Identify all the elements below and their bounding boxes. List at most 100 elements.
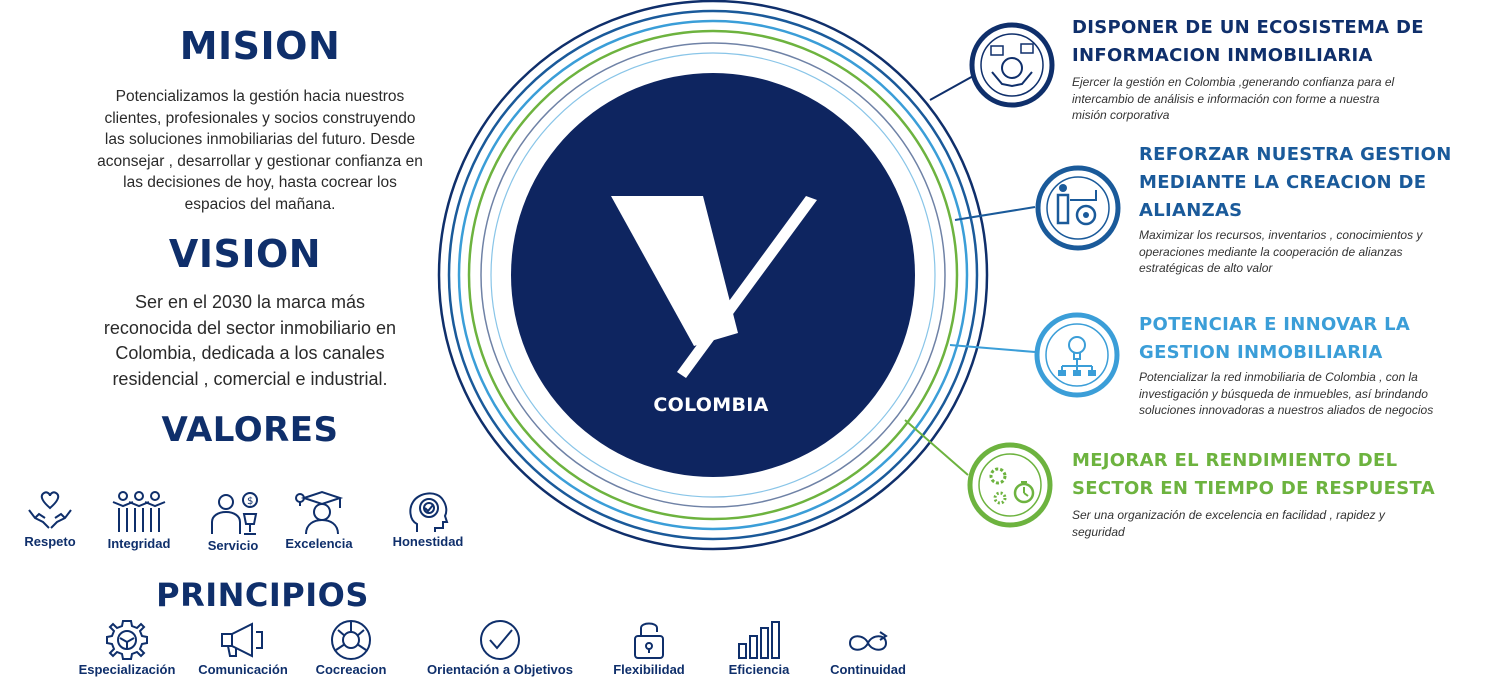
principios-title: PRINCIPIOS [156, 576, 369, 614]
mision-text: Potencializamos la gestión hacia nuestro… [70, 86, 450, 215]
principio-comunicacion: Comunicación [192, 618, 294, 677]
objective-desc-line: Ser una organización de excelencia en fa… [1072, 508, 1385, 522]
objective-desc-line: Ejercer la gestión en Colombia ,generand… [1072, 75, 1395, 89]
objective-title-line: POTENCIAR E INNOVAR LA [1139, 314, 1411, 335]
ring-navy [437, 0, 989, 551]
ring-inner-lightblue [490, 52, 936, 498]
valor-label: Integridad [107, 536, 171, 551]
objective-icon-4 [967, 442, 1053, 528]
logo-text: COLOMBIA [653, 394, 769, 416]
ring-inner-navy [480, 42, 946, 508]
objective-desc-line: Maximizar los recursos, inventarios , co… [1139, 228, 1423, 242]
valores-title: VALORES [161, 410, 339, 450]
mision-line: aconsejar , desarrollar y gestionar conf… [97, 152, 423, 170]
principio-especializacion: Especialización [72, 618, 182, 677]
objective-desc-line: intercambio de análisis e información co… [1072, 91, 1380, 106]
principio-label: Continuidad [830, 662, 906, 677]
objective-title-line: MEDIANTE LA CREACION DE [1139, 172, 1427, 193]
objective-title-line: INFORMACION INMOBILIARIA [1072, 45, 1373, 66]
objective-desc-line: operaciones mediante la cooperación de a… [1139, 244, 1403, 259]
mision-line: las soluciones inmobiliarias del futuro.… [104, 131, 416, 148]
svg-text:$: $ [247, 496, 253, 507]
service-icon: $ [211, 492, 258, 535]
valor-label: Honestidad [392, 534, 464, 549]
loop-icon [848, 631, 888, 651]
valor-integridad: Integridad [100, 488, 178, 551]
mision-line: espacios del mañana. [184, 195, 336, 213]
objective-title-line: DISPONER DE UN ECOSISTEMA DE [1072, 17, 1424, 38]
principio-label: Orientación a Objetivos [427, 662, 573, 677]
objective-desc: Ser una organización de excelencia en fa… [1072, 507, 1492, 540]
objective-icon-2 [1035, 165, 1121, 251]
bars-icon [738, 621, 780, 659]
vision-title: VISION [168, 232, 322, 276]
lock-icon [634, 622, 664, 659]
objective-desc-line: soluciones innovadoras a nuestros aliado… [1139, 403, 1434, 417]
principio-flexibilidad: Flexibilidad [604, 618, 694, 677]
objective-desc: Ejercer la gestión en Colombia ,generand… [1072, 74, 1492, 124]
gear-icon [106, 620, 148, 660]
principio-label: Eficiencia [728, 662, 790, 677]
connector-4 [904, 419, 969, 476]
mision-title: MISION [179, 24, 341, 68]
valor-label: Servicio [207, 538, 259, 553]
objective-icon-1 [969, 22, 1055, 108]
vision-line: Colombia, dedicada a los canales [115, 343, 385, 363]
principio-label: Flexibilidad [613, 662, 685, 677]
megaphone-icon [221, 622, 263, 658]
objective-desc: Potencializar la red inmobiliaria de Col… [1139, 369, 1504, 419]
objective-3: POTENCIAR E INNOVAR LA GESTION INMOBILIA… [1139, 311, 1504, 419]
principio-label: Especialización [78, 662, 176, 677]
vision-line: reconocida del sector inmobiliario en [103, 317, 397, 338]
vision-line: residencial , comercial e industrial. [112, 368, 388, 389]
connector-2 [954, 206, 1036, 221]
vision-line: Ser en el 2030 la marca más [134, 292, 366, 312]
valor-servicio: $ Servicio [200, 488, 266, 553]
ring-lightblue [457, 19, 969, 531]
team-icon [112, 491, 166, 532]
objective-1: DISPONER DE UN ECOSISTEMA DE INFORMACION… [1072, 14, 1492, 124]
logo-y-right [677, 196, 817, 378]
cocreation-icon [331, 620, 371, 660]
checkmark-icon [480, 620, 520, 660]
principio-orientacion: Orientación a Objetivos [412, 618, 588, 677]
principio-eficiencia: Eficiencia [716, 618, 802, 677]
objective-title: DISPONER DE UN ECOSISTEMA DE INFORMACION… [1072, 14, 1492, 70]
head-check-icon [409, 492, 449, 532]
objective-desc-line: misión corporativa [1072, 108, 1170, 122]
valor-honestidad: Honestidad [386, 488, 470, 549]
objective-2: REFORZAR NUESTRA GESTION MEDIANTE LA CRE… [1139, 141, 1499, 277]
objective-desc-line: investigación y búsqueda de inmuebles, a… [1139, 386, 1428, 401]
objective-desc-line: Potencializar la red inmobiliaria de Col… [1139, 370, 1418, 384]
objective-title: POTENCIAR E INNOVAR LA GESTION INMOBILIA… [1139, 311, 1504, 367]
objective-title-line: MEJORAR EL RENDIMIENTO DEL [1072, 450, 1398, 471]
ring-blue [447, 9, 979, 541]
objective-title: REFORZAR NUESTRA GESTION MEDIANTE LA CRE… [1139, 141, 1499, 225]
mision-line: Potencializamos la gestión hacia nuestro… [115, 88, 405, 105]
objective-title-line: GESTION INMOBILIARIA [1139, 342, 1383, 363]
valor-label: Respeto [24, 534, 76, 549]
mision-line: clientes, profesionales y socios constru… [104, 109, 416, 127]
objective-desc: Maximizar los recursos, inventarios , co… [1139, 227, 1499, 277]
connector-3 [949, 344, 1036, 353]
objective-desc-line: estratégicas de alto valor [1139, 261, 1273, 275]
vision-text: Ser en el 2030 la marca más reconocida d… [75, 290, 425, 392]
valor-respeto: Respeto [18, 488, 82, 549]
valor-excelencia: Excelencia [282, 488, 356, 551]
principio-label: Cocreacion [315, 662, 387, 677]
objective-icon-3 [1034, 312, 1120, 398]
objective-4: MEJORAR EL RENDIMIENTO DEL SECTOR EN TIE… [1072, 447, 1492, 540]
principio-continuidad: Continuidad [822, 624, 914, 677]
logo-y-left [611, 196, 738, 346]
connector-1 [929, 74, 976, 101]
objective-title-line: SECTOR EN TIEMPO DE RESPUESTA [1072, 478, 1435, 499]
principio-label: Comunicación [198, 662, 288, 677]
objective-title: MEJORAR EL RENDIMIENTO DEL SECTOR EN TIE… [1072, 447, 1492, 503]
mision-line: las decisiones de hoy, hasta cocrear los [123, 174, 397, 191]
objective-title-line: REFORZAR NUESTRA GESTION [1139, 144, 1452, 165]
ring-green [467, 29, 959, 521]
hands-heart-icon [28, 491, 72, 529]
valor-label: Excelencia [285, 536, 353, 551]
graduate-icon [295, 490, 344, 535]
